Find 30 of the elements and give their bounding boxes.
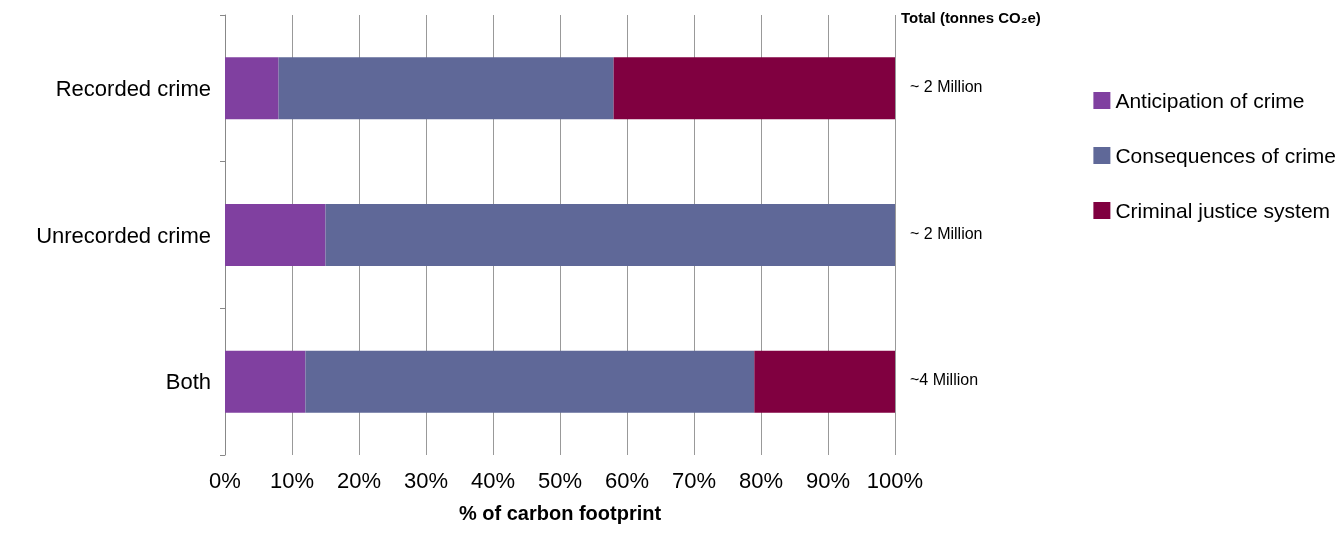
x-tick-label: 20% bbox=[336, 467, 382, 493]
legend-label: Criminal justice system bbox=[1115, 199, 1331, 222]
y-tick-label: Recorded crime bbox=[55, 75, 211, 101]
bar bbox=[225, 350, 306, 413]
x-tick-label: 40% bbox=[470, 467, 516, 493]
bar bbox=[613, 57, 895, 120]
bar bbox=[305, 350, 755, 413]
x-tick-label: 50% bbox=[537, 467, 583, 493]
legend-label: Consequences of crime bbox=[1115, 144, 1337, 167]
x-tick-label: 70% bbox=[671, 467, 717, 493]
x-tick-label: 30% bbox=[403, 467, 449, 493]
x-tick-label: 90% bbox=[805, 467, 851, 493]
bar bbox=[325, 204, 895, 266]
bar bbox=[754, 350, 895, 413]
bar bbox=[278, 57, 614, 120]
text: ~ 2 Million bbox=[910, 77, 983, 95]
x-tick-label: 100% bbox=[866, 467, 924, 493]
x-tick-label: 0% bbox=[209, 467, 241, 493]
y-tick-label: Unrecorded crime bbox=[36, 222, 211, 248]
bar bbox=[225, 204, 326, 266]
text: ~4 Million bbox=[910, 371, 979, 389]
x-tick-label: 10% bbox=[269, 467, 315, 493]
legend-label: Anticipation of crime bbox=[1115, 89, 1305, 112]
text: ~ 2 Million bbox=[910, 224, 983, 242]
x-tick-label: 60% bbox=[604, 467, 650, 493]
y-tick-label: Both bbox=[165, 369, 211, 395]
x-axis-title: % of carbon footprint bbox=[458, 502, 662, 524]
x-tick-label: 80% bbox=[738, 467, 784, 493]
bar bbox=[225, 57, 279, 120]
text: Total (tonnes CO₂e) bbox=[901, 9, 1041, 26]
